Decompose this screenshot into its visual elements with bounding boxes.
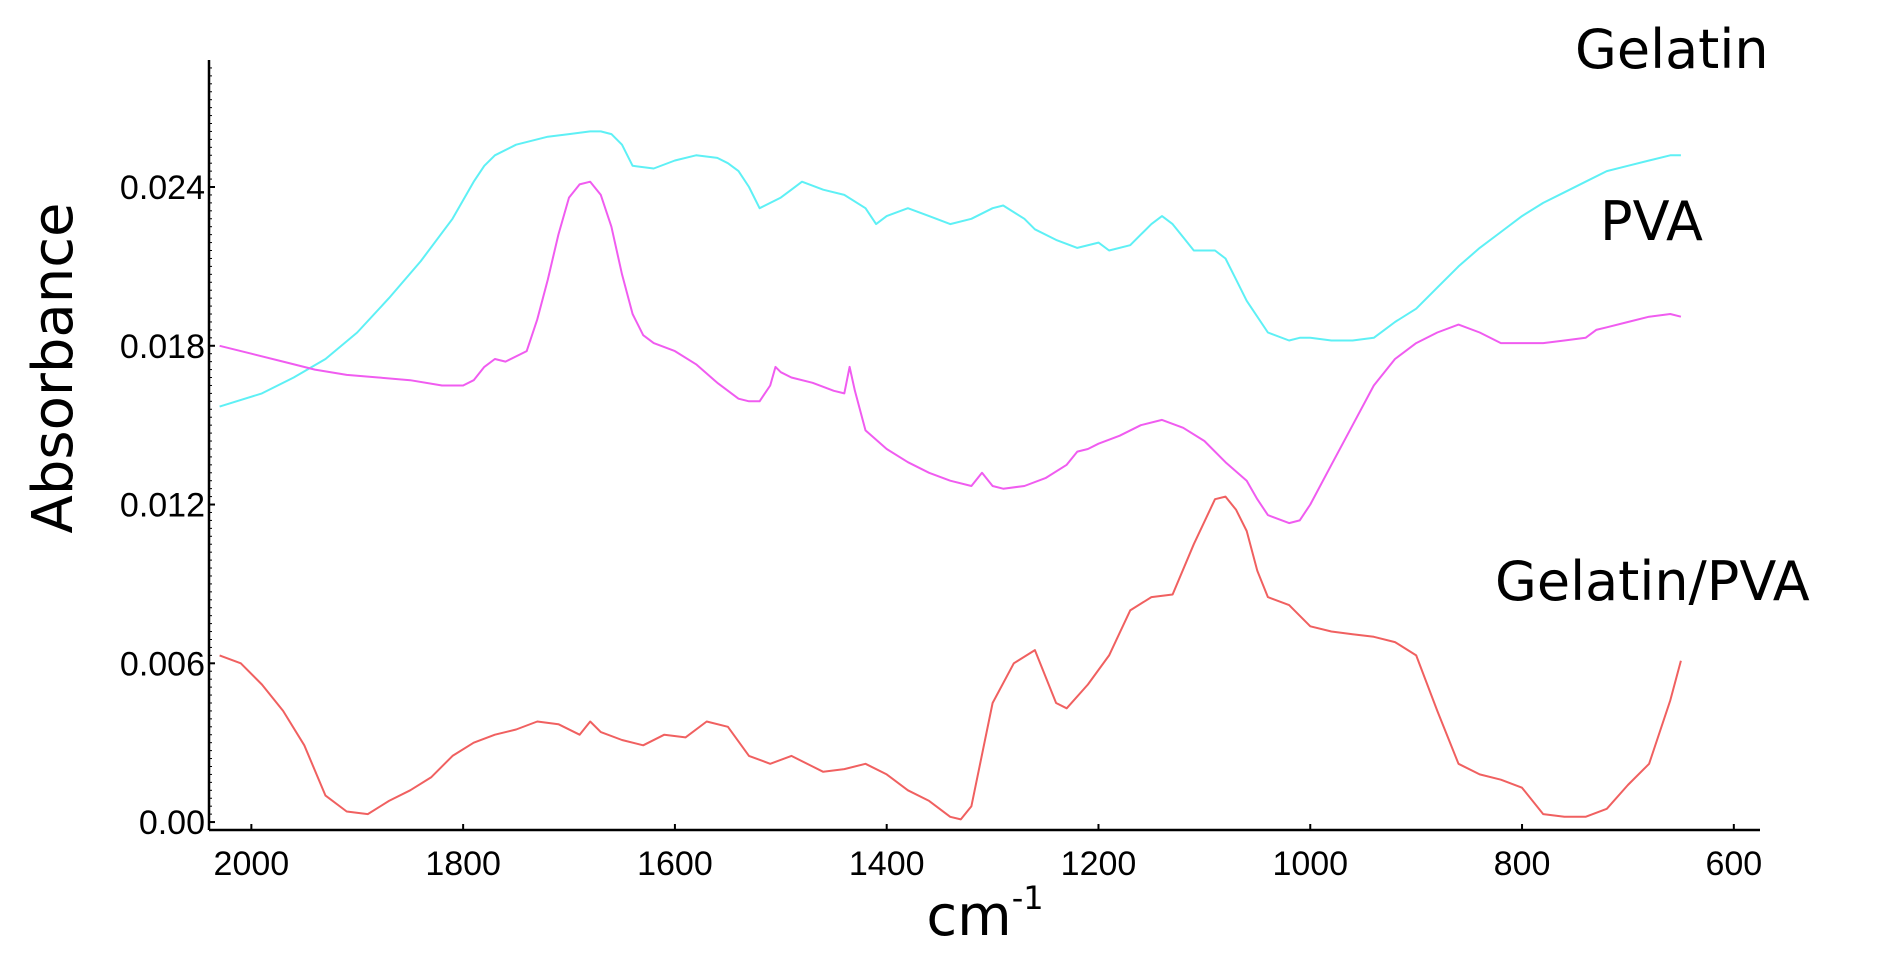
series-line-pva <box>219 180 1682 525</box>
y-tick-label: 0.006 <box>120 645 205 683</box>
x-axis-unit: cm <box>926 884 1011 949</box>
x-tick-label: 1400 <box>849 845 925 883</box>
x-tick-label: 1000 <box>1272 845 1348 883</box>
y-tick-label: 0.00 <box>139 804 205 842</box>
x-tick-label: 1800 <box>425 845 501 883</box>
x-tick-group: 2000 1800 1600 1400 1200 1000 800 600 <box>214 824 1762 883</box>
series-layer <box>219 130 1682 821</box>
series-label: PVA <box>1600 190 1703 253</box>
series-label: Gelatin <box>1575 18 1769 81</box>
y-axis-label: Absorbance <box>21 203 86 534</box>
series-label-group: Gelatin PVA Gelatin/PVA <box>1495 18 1810 613</box>
x-axis-label: cm-1 <box>926 879 1043 949</box>
x-axis-unit-exponent: -1 <box>1012 879 1044 917</box>
x-tick-label: 1600 <box>637 845 713 883</box>
x-tick-label: 600 <box>1705 845 1762 883</box>
y-tick-label: 0.024 <box>120 169 205 207</box>
y-tick-label: 0.012 <box>120 487 205 525</box>
series-line-gelatin-pva <box>219 495 1682 821</box>
x-tick-label: 1200 <box>1061 845 1137 883</box>
series-label: Gelatin/PVA <box>1495 550 1810 613</box>
y-tick-group: 0.00 0.006 0.012 0.018 0.024 <box>120 67 215 842</box>
series-line-gelatin <box>219 130 1681 408</box>
x-tick-label: 800 <box>1494 845 1551 883</box>
x-tick-label: 2000 <box>214 845 290 883</box>
y-tick-label: 0.018 <box>120 328 205 366</box>
